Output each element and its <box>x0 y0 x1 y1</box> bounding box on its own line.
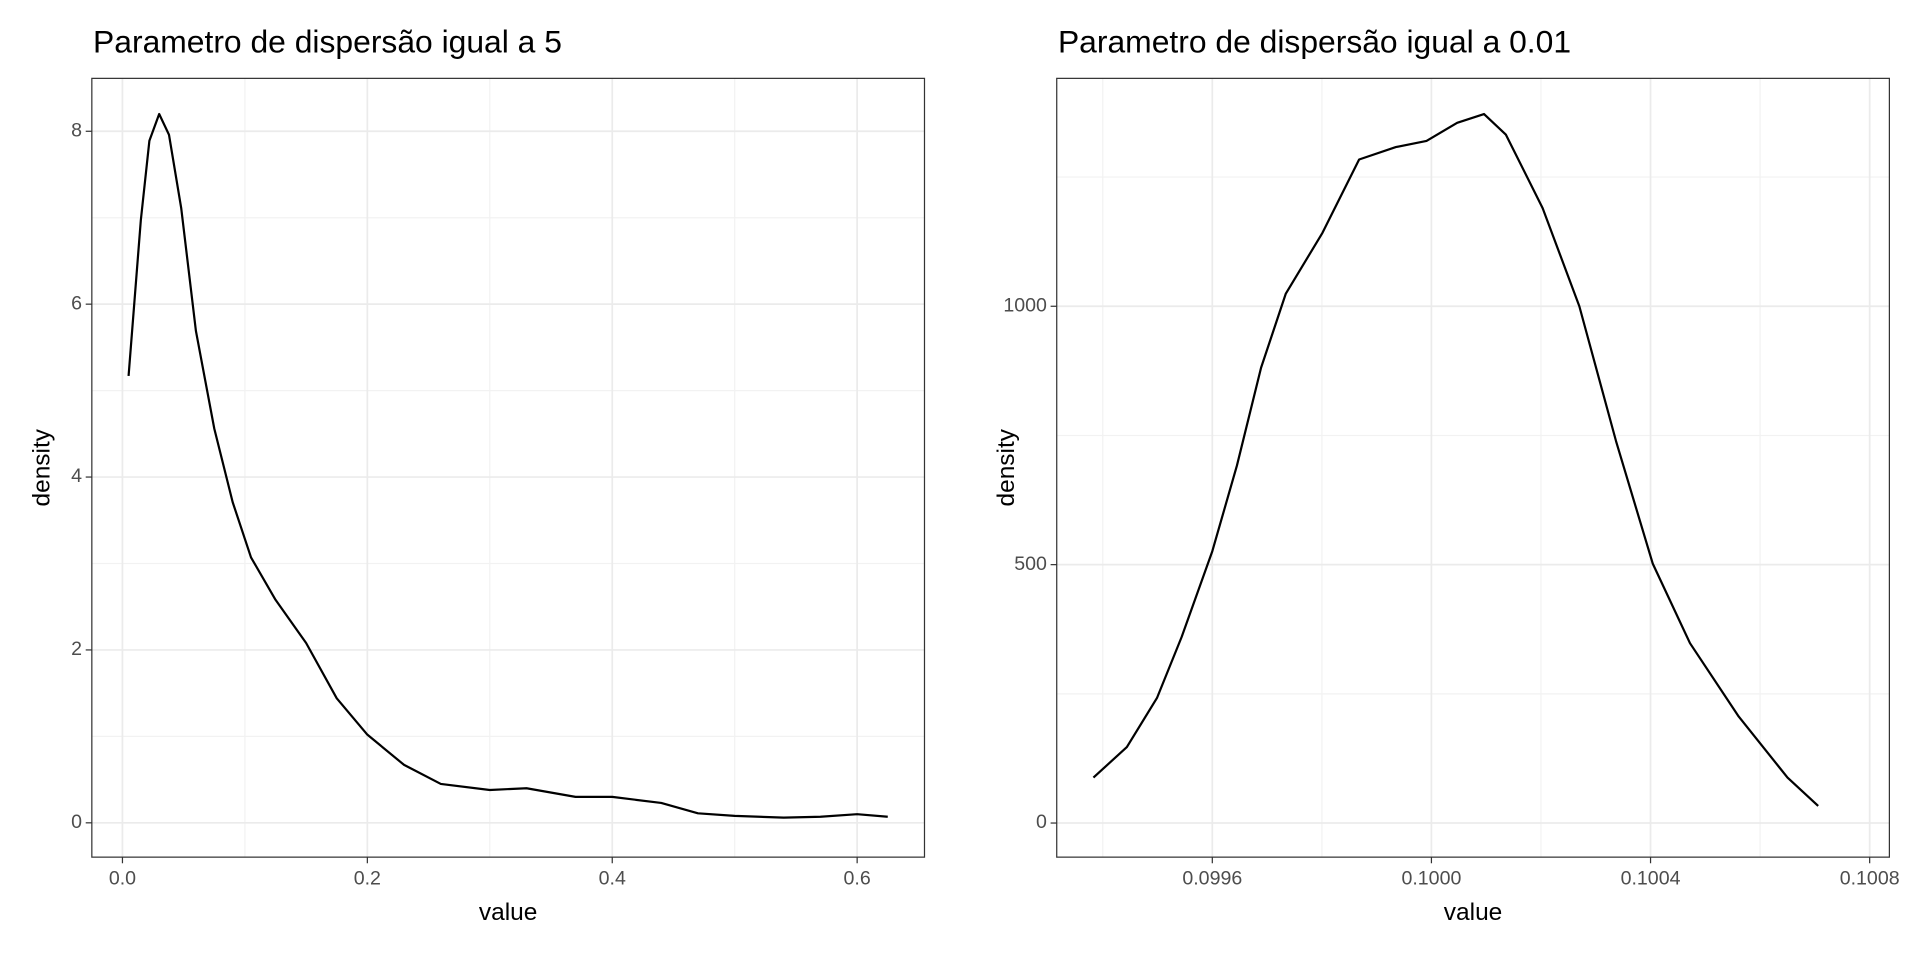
y-tick-label: 500 <box>1014 553 1047 575</box>
y-tick-label: 0 <box>1036 811 1047 833</box>
x-tick-label: 0.1000 <box>1401 867 1461 889</box>
x-axis-title: value <box>479 899 538 926</box>
x-tick-label: 0.4 <box>599 867 626 889</box>
x-tick-label: 0.1004 <box>1621 867 1681 889</box>
y-tick-label: 8 <box>71 119 82 141</box>
x-tick-label: 0.1008 <box>1840 867 1900 889</box>
plot-background <box>1056 78 1890 858</box>
plot-background <box>91 78 925 858</box>
panel-border <box>91 77 926 858</box>
density-line <box>1092 112 1819 807</box>
y-tick-label: 0 <box>71 811 82 833</box>
panel-border <box>1056 77 1890 858</box>
y-tick-label: 4 <box>71 465 82 487</box>
y-tick-label: 6 <box>71 292 82 314</box>
y-tick-label: 1000 <box>1003 294 1047 316</box>
y-axis-title: density <box>993 428 1020 506</box>
x-axis-title: value <box>1444 899 1503 926</box>
x-tick-label: 0.0996 <box>1182 867 1242 889</box>
x-tick-label: 0.0 <box>109 867 136 889</box>
chart-title: Parametro de dispersão igual a 0.01 <box>1058 23 1571 59</box>
density-line <box>127 112 888 819</box>
x-tick-label: 0.2 <box>354 867 381 889</box>
y-tick-label: 2 <box>71 638 82 660</box>
chart-title: Parametro de dispersão igual a 5 <box>93 23 562 59</box>
y-axis-title: density <box>28 428 55 506</box>
x-tick-label: 0.6 <box>844 867 871 889</box>
